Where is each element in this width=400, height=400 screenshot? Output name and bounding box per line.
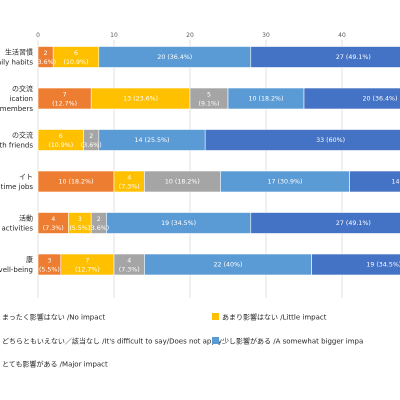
bar-value-label: (12.7%) <box>75 267 100 274</box>
bars-layer <box>37 46 400 276</box>
category-label: aily habits <box>0 59 33 67</box>
category-label: イト <box>19 173 33 181</box>
legend: まったく影響はない /No impact あまり影響はない /Little imp… <box>2 313 363 369</box>
category-label: activities <box>1 225 33 233</box>
bar-value-label: 13 (23.6%) <box>123 96 158 103</box>
legend-label: 少し影響がある /A somewhat bigger impa <box>222 337 363 346</box>
bar-value-label: 2 <box>44 50 48 57</box>
bar-value-label: 4 <box>127 175 131 182</box>
bar-value-label: 2 <box>97 216 101 223</box>
bar-labels-layer: 2 (3.6%) 6 (10.9%) 20 (36.4%) 27 (49.1%) 7 (12.… <box>35 50 400 274</box>
category-label: th friends <box>0 142 33 150</box>
category-label: 活動 <box>19 214 33 223</box>
bar-segment <box>204 129 400 151</box>
category-label: の交流 <box>12 131 33 140</box>
legend-label: あまり影響はない /Little impact <box>222 313 327 322</box>
bar-segment <box>250 212 400 234</box>
bar-value-label: 7 <box>85 258 89 265</box>
bar-value-label: (9.1%) <box>199 101 220 108</box>
bar-value-label: (12.7%) <box>52 101 77 108</box>
x-tick-label: 10 <box>110 32 118 39</box>
legend-label: まったく影響はない /No impact <box>2 313 105 322</box>
legend-label: どちらともいえない／該当なし /It's difficult to say/Do… <box>2 337 222 346</box>
bar-value-label: 6 <box>59 133 63 140</box>
bar-value-label: 3 <box>47 258 51 265</box>
x-tick-label: 0 <box>36 32 40 39</box>
category-label: vell-being <box>0 266 33 274</box>
x-tick-labels: 0 10 20 30 40 <box>36 32 346 39</box>
bar-value-label: 19 (34.5%) <box>366 262 400 269</box>
bar-value-label: 2 <box>89 133 93 140</box>
bar-value-label: 7 <box>63 92 67 99</box>
bar-value-label: 17 (30.9%) <box>268 179 303 186</box>
bar-value-label: (10.9%) <box>64 59 89 66</box>
bar-segment <box>303 87 400 110</box>
legend-swatch <box>212 313 219 320</box>
x-tick-label: 20 <box>186 32 194 39</box>
bar-segment <box>250 46 400 68</box>
bar-value-label: 19 (34.5%) <box>161 220 196 227</box>
bar-value-label: 4 <box>51 216 55 223</box>
bar-value-label: 14 (25. <box>392 179 400 186</box>
bar-value-label: (7.3%) <box>119 184 140 191</box>
category-label: time jobs <box>1 183 34 191</box>
bar-value-label: 5 <box>207 92 211 99</box>
bar-value-label: 3 <box>78 216 82 223</box>
bar-value-label: 27 (49.1%) <box>336 54 371 61</box>
bar-value-label: 10 (18.2%) <box>249 96 284 103</box>
legend-label: とても影響がある /Major impact <box>2 360 108 369</box>
bar-value-label: (7.3%) <box>119 267 140 274</box>
bar-value-label: (5.5%) <box>39 267 60 274</box>
bar-value-label: 4 <box>127 258 131 265</box>
bar-value-label: (5.5%) <box>69 225 90 232</box>
bar-value-label: 22 (40%) <box>214 262 243 269</box>
bar-value-label: 20 (36.4%) <box>157 54 192 61</box>
bar-value-label: 6 <box>74 50 78 57</box>
bar-value-label: 10 (18.2%) <box>59 179 94 186</box>
x-tick-label: 40 <box>338 32 346 39</box>
category-label: 康 <box>26 255 33 264</box>
bar-value-label: 10 (18.2%) <box>165 179 200 186</box>
bar-value-label: 14 (25.5%) <box>135 137 170 144</box>
category-label: ication <box>10 95 34 103</box>
category-labels-layer: 生活習慣 aily habits の交流 ication members の交流 th fr… <box>0 48 33 275</box>
bar-value-label: 27 (49.1%) <box>336 220 371 227</box>
bar-value-label: 33 (60%) <box>316 137 345 144</box>
bar-value-label: (3.6%) <box>88 225 109 232</box>
bar-value-label: (3.6%) <box>81 142 102 149</box>
legend-swatch <box>212 337 219 344</box>
bar-segment <box>349 170 400 193</box>
bar-value-label: (7.3%) <box>43 225 64 232</box>
category-label: の交流 <box>12 84 33 93</box>
category-label: 生活習慣 <box>5 48 33 57</box>
bar-value-label: (3.6%) <box>35 59 56 66</box>
category-label: members <box>0 105 33 113</box>
x-tick-label: 30 <box>262 32 270 39</box>
bar-value-label: (10.9%) <box>48 142 73 149</box>
bar-value-label: 20 (36.4%) <box>363 96 398 103</box>
bar-segment <box>311 253 400 276</box>
